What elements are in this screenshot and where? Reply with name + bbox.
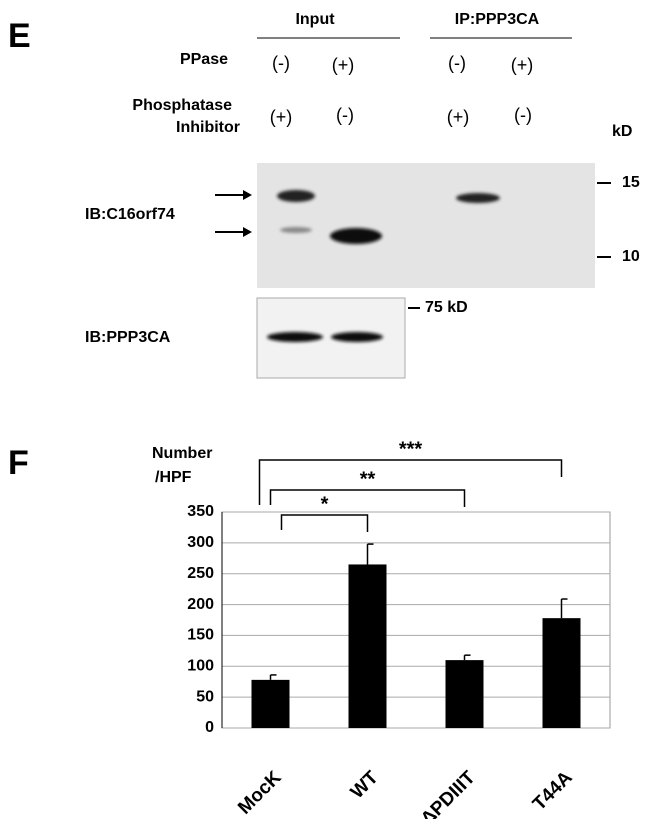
significance-label: ** <box>360 468 376 490</box>
group-label: Input <box>295 11 335 28</box>
row-label: Inhibitor <box>176 119 240 136</box>
blot-label: IB:C16orf74 <box>85 206 175 223</box>
significance-bracket <box>269 489 466 507</box>
y-tick-label: 200 <box>187 596 214 613</box>
error-bar <box>366 543 374 565</box>
x-tick-label: ΔPDIIIT <box>417 767 480 819</box>
row-label: PPase <box>180 51 228 68</box>
panel-label: E <box>8 17 31 55</box>
y-tick-label: 100 <box>187 658 214 675</box>
bar <box>445 660 484 728</box>
sign: (+) <box>511 55 534 75</box>
panel-label: F <box>8 444 29 482</box>
bar <box>348 564 387 728</box>
y-tick-label: 350 <box>187 503 214 520</box>
group-label: IP:PPP3CA <box>455 11 540 28</box>
x-tick-label: WT <box>347 767 383 803</box>
bar <box>542 618 581 728</box>
blot-label: IB:PPP3CA <box>85 329 171 346</box>
sign: (+) <box>332 55 355 75</box>
arrow-head <box>243 227 252 237</box>
sign: (-) <box>514 105 532 125</box>
row-label: Phosphatase <box>132 97 232 114</box>
sign: (-) <box>336 105 354 125</box>
blot <box>257 163 595 288</box>
error-bar <box>560 598 568 619</box>
significance-label: * <box>321 493 329 515</box>
arrow-head <box>243 190 252 200</box>
bands <box>267 332 383 342</box>
x-tick-label: MocK <box>234 767 286 819</box>
bands <box>277 190 500 244</box>
significance-bracket <box>258 459 563 505</box>
error-bar <box>269 674 277 680</box>
sign: (+) <box>270 107 293 127</box>
significance-bracket <box>280 514 369 532</box>
error-bar <box>463 654 471 661</box>
y-axis-label: /HPF <box>155 469 192 486</box>
sign: (+) <box>447 107 470 127</box>
marker-label: 10 <box>622 248 640 265</box>
y-tick-label: 300 <box>187 534 214 551</box>
y-axis-label: Number <box>152 445 212 462</box>
y-tick-label: 150 <box>187 627 214 644</box>
sign: (-) <box>448 53 466 73</box>
y-tick-label: 0 <box>205 719 214 736</box>
marker-label: 75 kD <box>425 299 468 316</box>
significance-label: *** <box>399 438 423 460</box>
bar <box>251 679 290 728</box>
unit-label: kD <box>612 123 632 140</box>
x-tick-label: T44A <box>529 767 577 815</box>
marker-label: 15 <box>622 174 640 191</box>
sign: (-) <box>272 53 290 73</box>
y-tick-label: 50 <box>196 688 214 705</box>
y-tick-label: 250 <box>187 565 214 582</box>
